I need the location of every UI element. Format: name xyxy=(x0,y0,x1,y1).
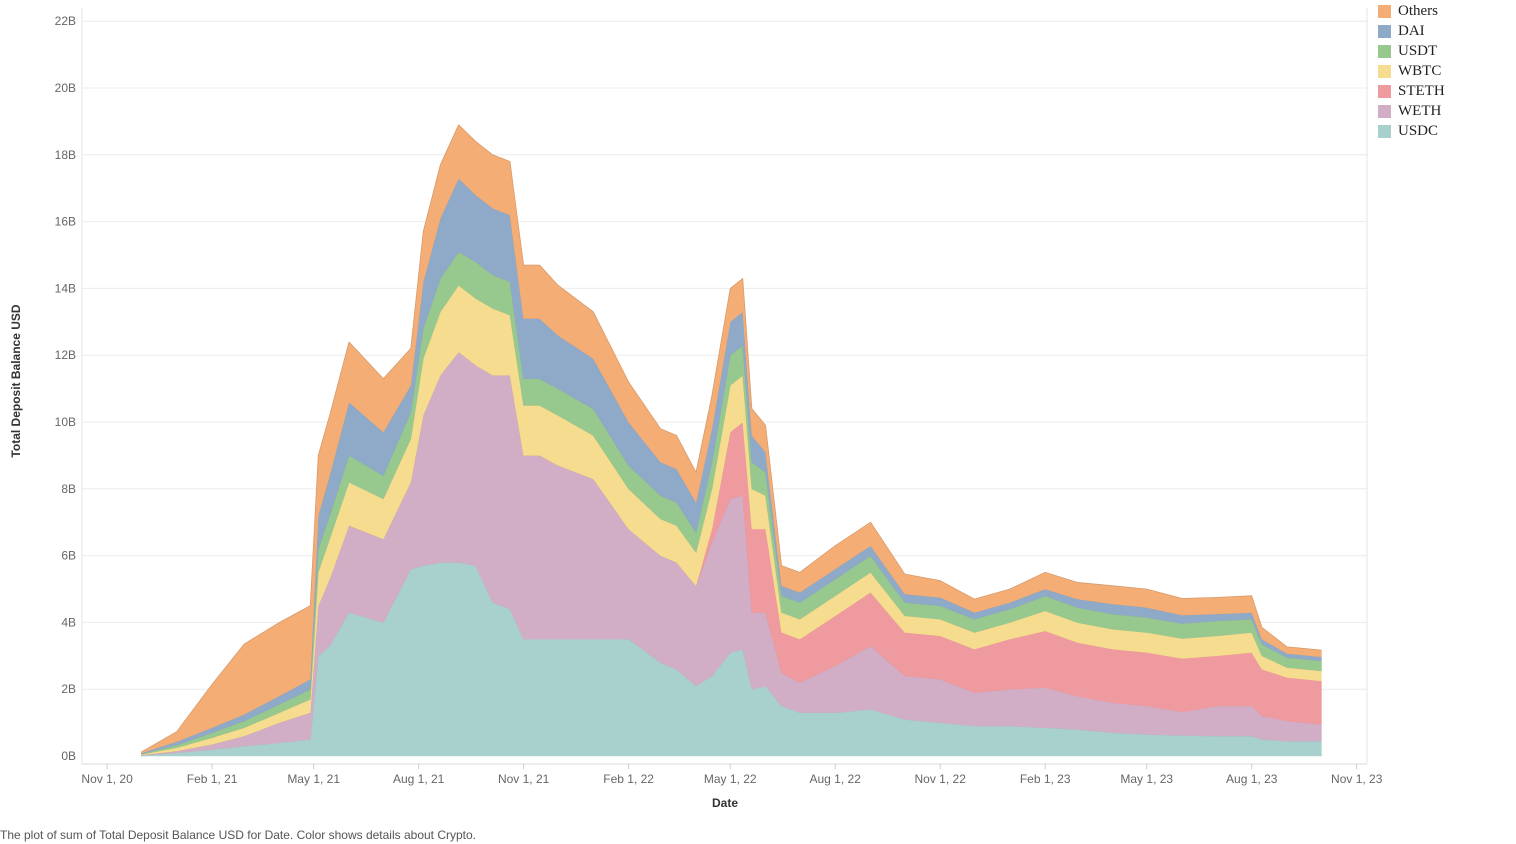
legend-label: USDC xyxy=(1398,122,1439,139)
legend-item-usdt[interactable]: USDT xyxy=(1378,41,1445,61)
y-tick-label: 18B xyxy=(55,148,76,162)
y-axis-title: Total Deposit Balance USD xyxy=(9,304,23,457)
legend-item-weth[interactable]: WETH xyxy=(1378,101,1445,121)
legend-label: WETH xyxy=(1398,102,1442,119)
legend-swatch xyxy=(1378,104,1391,118)
y-tick-label: 10B xyxy=(55,415,76,429)
area-edge-others xyxy=(141,124,1322,753)
series-areas xyxy=(141,124,1322,757)
y-tick-label: 20B xyxy=(55,81,76,95)
y-tick-label: 2B xyxy=(61,682,76,696)
x-tick-label: Aug 1, 22 xyxy=(810,772,862,786)
x-tick-label: May 1, 23 xyxy=(1120,772,1173,786)
y-tick-label: 0B xyxy=(61,749,76,763)
legend-item-wbtc[interactable]: WBTC xyxy=(1378,61,1445,81)
legend-item-usdc[interactable]: USDC xyxy=(1378,121,1445,141)
y-tick-label: 12B xyxy=(55,348,76,362)
x-axis-title: Date xyxy=(712,796,738,810)
legend: Others DAI USDT WBTC STETH WETH USDC xyxy=(1378,1,1445,141)
y-tick-label: 8B xyxy=(61,482,76,496)
y-tick-label: 4B xyxy=(61,615,76,629)
x-tick-label: Nov 1, 21 xyxy=(498,772,550,786)
x-tick-label: Aug 1, 21 xyxy=(393,772,445,786)
legend-swatch xyxy=(1378,64,1391,78)
legend-swatch xyxy=(1378,4,1391,18)
axes: 0B 2B 4B 6B 8B 10B 12B 14B 16B 18B 20B 22B Nov 1, 20… xyxy=(55,8,1383,786)
legend-label: WBTC xyxy=(1398,62,1442,79)
chart-caption: The plot of sum of Total Deposit Balance… xyxy=(0,828,477,842)
x-tick-label: Feb 1, 22 xyxy=(603,772,654,786)
y-tick-label: 16B xyxy=(55,215,76,229)
legend-label: STETH xyxy=(1398,82,1445,99)
y-tick-label: 22B xyxy=(55,14,76,28)
x-tick-label: May 1, 22 xyxy=(704,772,757,786)
legend-label: Others xyxy=(1398,2,1438,19)
x-tick-label: Feb 1, 23 xyxy=(1020,772,1071,786)
legend-item-others[interactable]: Others xyxy=(1378,1,1445,21)
y-tick-label: 14B xyxy=(55,281,76,295)
legend-item-dai[interactable]: DAI xyxy=(1378,21,1445,41)
x-tick-label: Feb 1, 21 xyxy=(187,772,238,786)
legend-swatch xyxy=(1378,44,1391,58)
legend-swatch xyxy=(1378,124,1391,138)
legend-swatch xyxy=(1378,84,1391,98)
x-tick-label: Aug 1, 23 xyxy=(1226,772,1278,786)
x-tick-label: Nov 1, 22 xyxy=(915,772,967,786)
y-tick-label: 6B xyxy=(61,549,76,563)
legend-item-steth[interactable]: STETH xyxy=(1378,81,1445,101)
x-tick-label: May 1, 21 xyxy=(287,772,340,786)
x-tick-label: Nov 1, 23 xyxy=(1331,772,1383,786)
legend-label: DAI xyxy=(1398,22,1425,39)
legend-label: USDT xyxy=(1398,42,1438,59)
area-others xyxy=(141,124,1322,754)
legend-swatch xyxy=(1378,24,1391,38)
x-tick-label: Nov 1, 20 xyxy=(81,772,133,786)
